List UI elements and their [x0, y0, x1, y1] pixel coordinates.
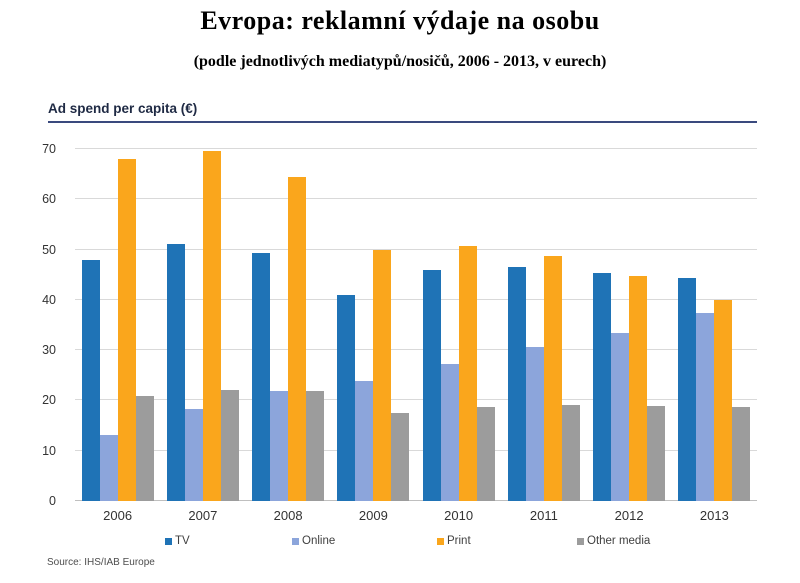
bar-other-media-2013: [732, 407, 751, 501]
bar-online-2010: [440, 364, 459, 501]
legend-item-tv: TV: [165, 533, 190, 549]
legend-label: Other media: [587, 535, 651, 547]
bar-group-2009: 2009: [331, 149, 416, 523]
source-note: Source: IHS/IAB Europe: [47, 557, 155, 568]
x-tick-label-2008: 2008: [273, 508, 303, 523]
x-tick-label-2011: 2011: [529, 508, 558, 523]
y-tick-label-30: 30: [42, 343, 56, 358]
bar-online-2009: [355, 380, 374, 501]
bar-tv-2009: [337, 294, 356, 501]
bar-group-2013: 2013: [672, 149, 757, 523]
x-tick-label-2013: 2013: [699, 508, 729, 523]
bar-tv-2012: [593, 273, 612, 501]
bar-other-media-2009: [391, 413, 410, 501]
legend-label: TV: [175, 535, 190, 547]
bar-print-2013: [714, 299, 733, 501]
bar-groups: 2006 2007 2008 2009 2010 2011 2012 2013: [75, 149, 757, 523]
bar-tv-2011: [507, 266, 526, 501]
x-tick-label-2007: 2007: [188, 508, 218, 523]
y-tick-label-0: 0: [49, 494, 56, 508]
legend-label: Online: [302, 535, 336, 547]
legend-swatch: [165, 537, 172, 545]
chart-header: Ad spend per capita (€): [48, 101, 757, 123]
bar-online-2006: [99, 434, 118, 501]
y-tick-label-10: 10: [42, 443, 56, 458]
gridline-60: [75, 198, 757, 200]
bar-other-media-2007: [220, 390, 239, 501]
bar-tv-2007: [166, 243, 185, 501]
legend: TV Online Print Other media: [0, 533, 800, 551]
bar-tv-2008: [252, 252, 271, 501]
gridline-0: [75, 500, 757, 501]
bar-online-2011: [525, 346, 544, 501]
gridline-40: [75, 298, 757, 300]
bar-other-media-2010: [476, 406, 495, 501]
y-tick-label-20: 20: [42, 393, 56, 408]
bar-group-2011: 2011: [501, 149, 586, 523]
bar-print-2008: [288, 176, 307, 501]
bar-tv-2010: [422, 270, 441, 501]
bar-group-2007: 2007: [160, 149, 245, 523]
legend-swatch: [577, 537, 584, 545]
gridline-30: [75, 349, 757, 351]
bar-print-2011: [543, 256, 562, 501]
bar-online-2012: [611, 332, 630, 501]
bar-online-2008: [270, 391, 289, 501]
y-tick-label-60: 60: [42, 192, 56, 207]
y-axis-labels: 0 10 20 30 40 50 60 70: [28, 142, 64, 508]
legend-swatch: [437, 537, 444, 545]
legend-item-print: Print: [437, 533, 471, 549]
bar-online-2007: [184, 409, 203, 501]
legend-item-online: Online: [292, 533, 335, 549]
y-tick-label-50: 50: [42, 242, 56, 257]
page-title: Evropa: reklamní výdaje na osobu: [200, 6, 600, 35]
bar-other-media-2006: [135, 396, 154, 501]
x-tick-label-2006: 2006: [103, 508, 133, 523]
bar-tv-2006: [81, 259, 100, 501]
bar-group-2010: 2010: [416, 149, 501, 523]
bar-group-2006: 2006: [75, 149, 160, 523]
legend-swatch: [292, 537, 299, 545]
bar-online-2013: [696, 312, 715, 501]
bar-print-2012: [629, 276, 648, 501]
bar-print-2007: [202, 151, 221, 501]
bar-print-2006: [117, 159, 136, 501]
bar-other-media-2008: [306, 390, 325, 501]
legend-label: Print: [447, 535, 471, 547]
x-tick-label-2010: 2010: [444, 508, 474, 523]
bar-tv-2013: [678, 278, 697, 501]
chart-plot: 2006 2007 2008 2009 2010 2011 2012 2013: [75, 148, 757, 523]
bar-print-2010: [458, 246, 477, 501]
bar-group-2012: 2012: [587, 149, 672, 523]
y-tick-label-40: 40: [42, 292, 56, 307]
x-tick-label-2012: 2012: [614, 508, 644, 523]
y-tick-label-70: 70: [42, 142, 56, 156]
gridline-50: [75, 248, 757, 250]
gridline-20: [75, 399, 757, 401]
bar-print-2009: [373, 249, 392, 501]
bar-other-media-2011: [561, 405, 580, 501]
gridline-70: [75, 148, 757, 149]
bar-other-media-2012: [647, 405, 666, 501]
legend-item-other-media: Other media: [577, 533, 650, 549]
bar-group-2008: 2008: [246, 149, 331, 523]
x-tick-label-2009: 2009: [358, 508, 388, 523]
gridline-10: [75, 449, 757, 451]
page-subtitle: (podle jednotlivých mediatypů/nosičů, 20…: [193, 53, 607, 70]
